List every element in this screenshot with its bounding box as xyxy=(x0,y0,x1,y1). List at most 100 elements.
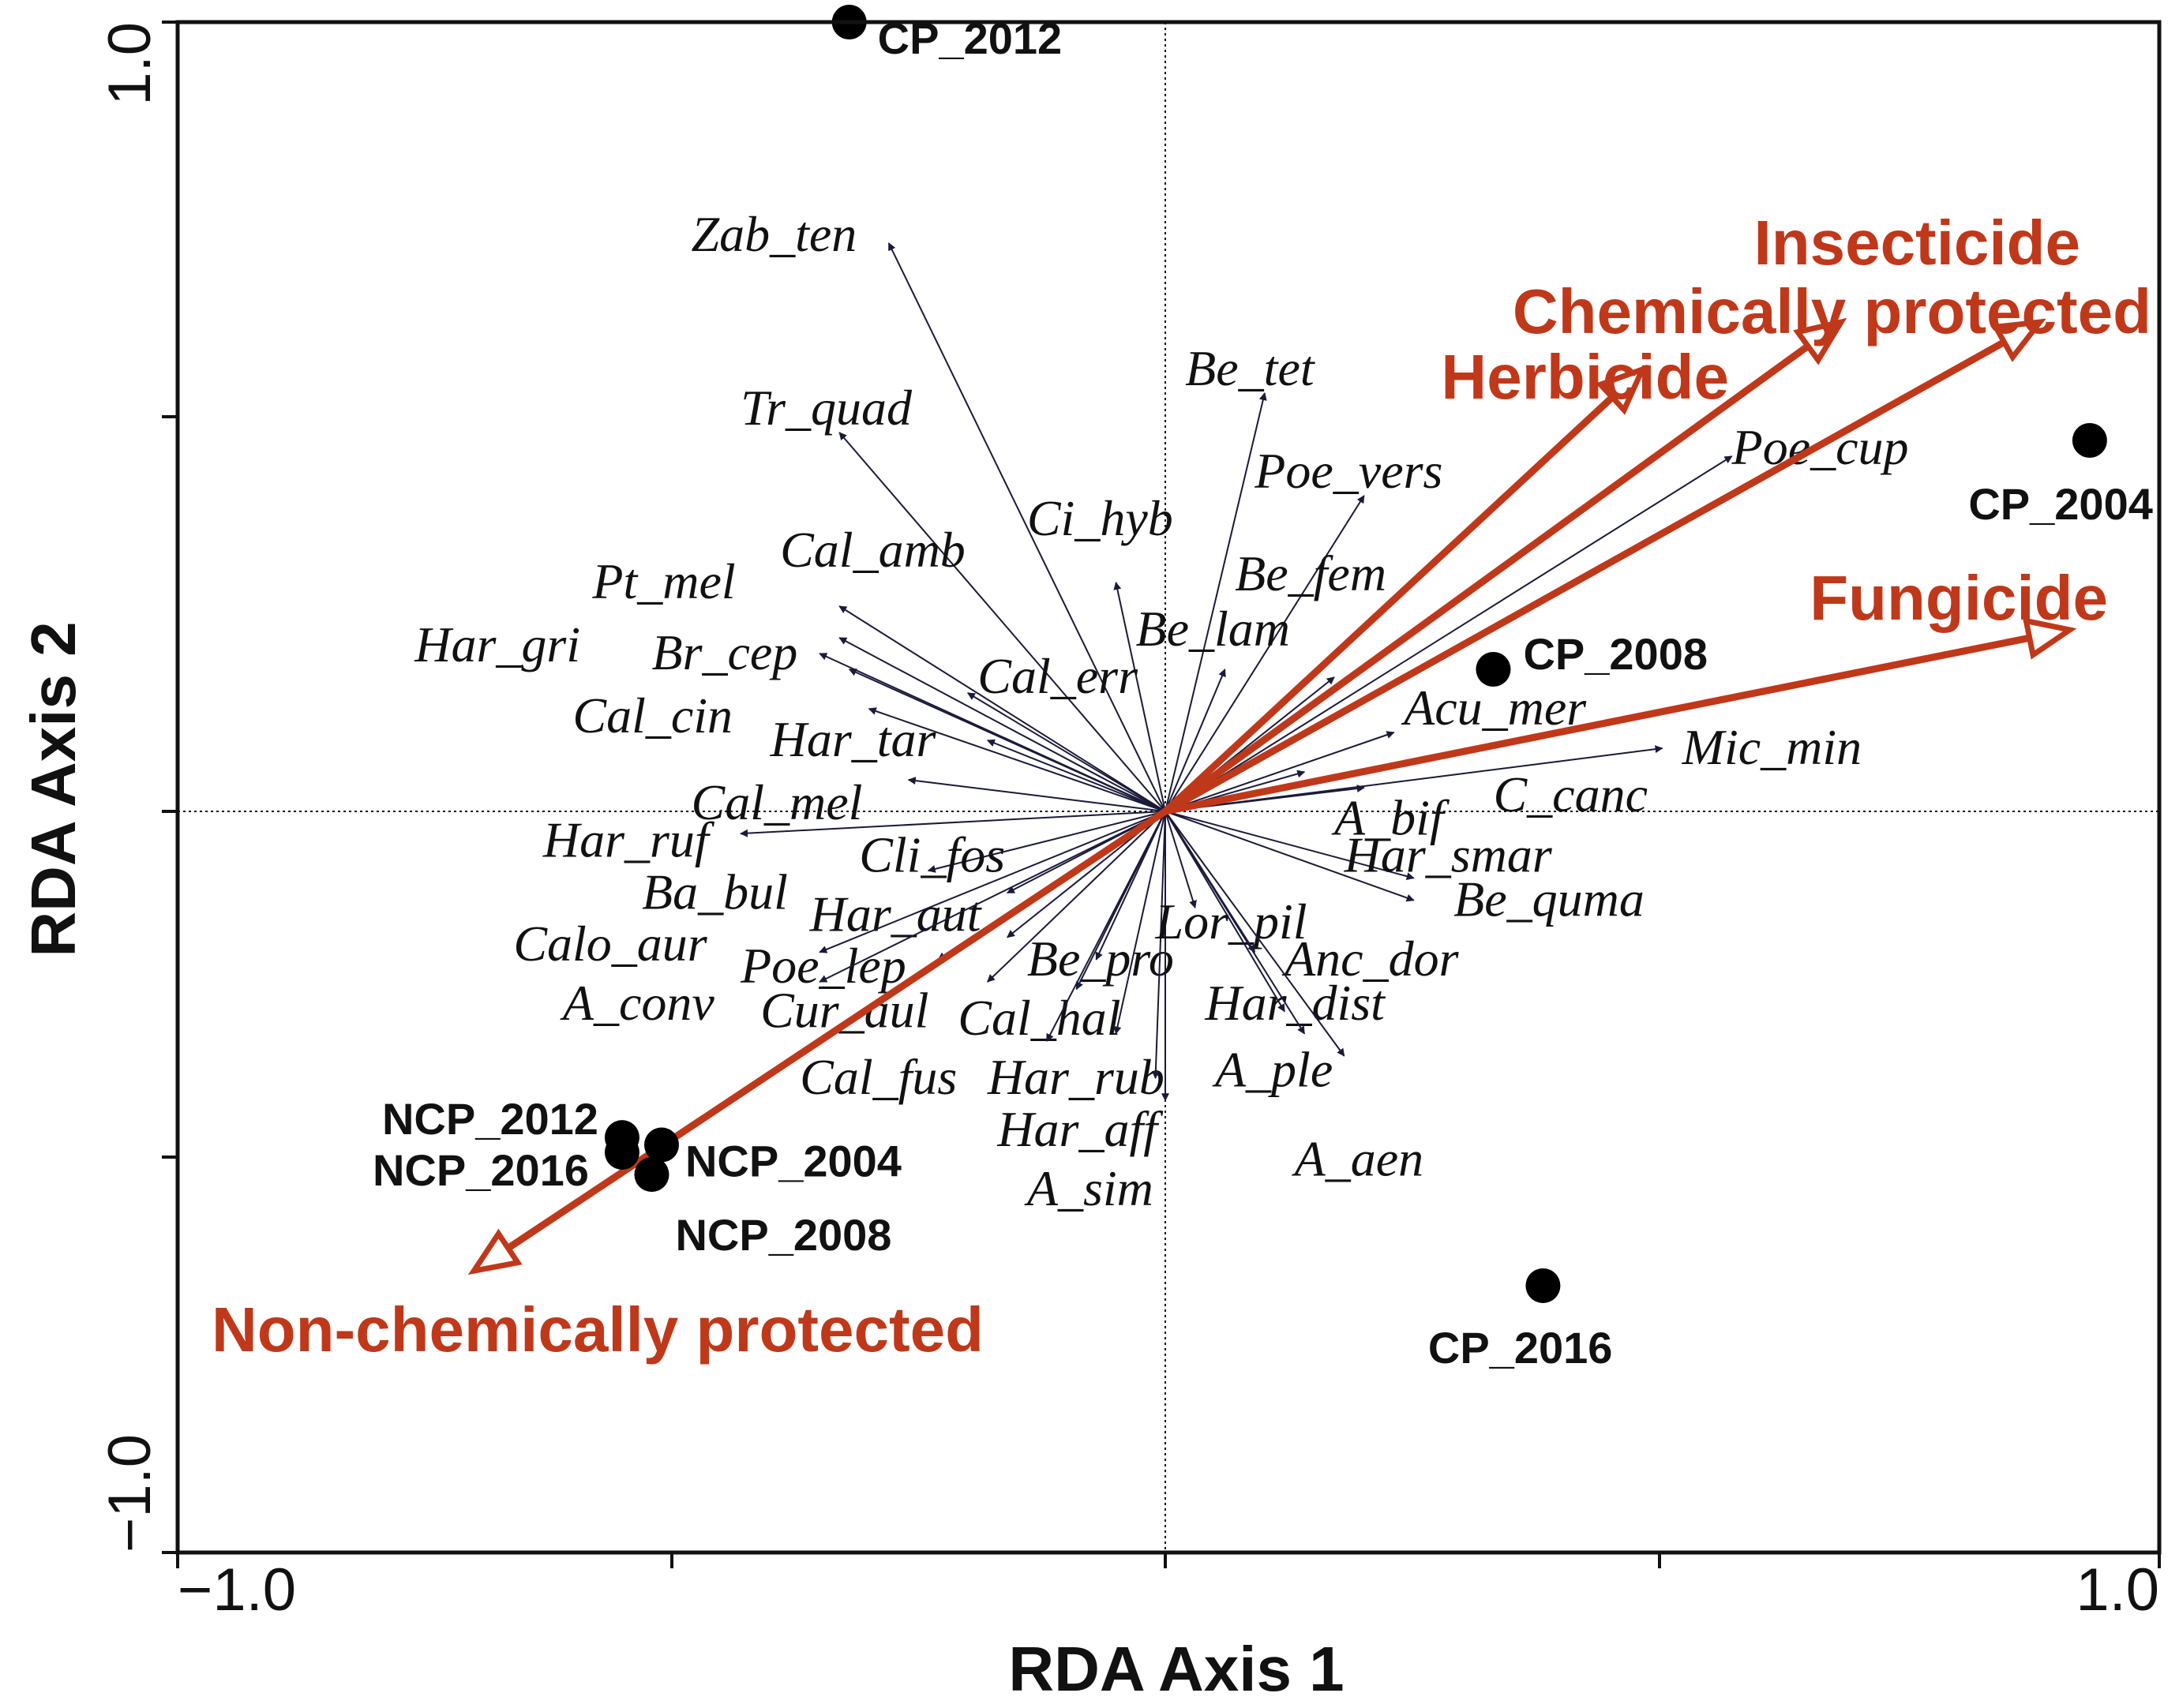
axis-ticks xyxy=(162,21,2161,1568)
env-label-fungicide: Fungicide xyxy=(1810,563,2108,633)
species-vector-har-dist xyxy=(1165,811,1285,1013)
y-tick-label-max: 1.0 xyxy=(96,22,163,106)
sample-point-cp-2008 xyxy=(1476,652,1511,687)
species-vector-cal-cin xyxy=(868,707,1166,812)
species-vector-zab-ten xyxy=(887,242,1166,812)
sample-label-ncp-2004: NCP_2004 xyxy=(685,1137,902,1186)
species-vector-har-smar xyxy=(1165,811,1415,881)
species-vector-cur-aul xyxy=(987,811,1166,983)
species-label-a-ple: A_ple xyxy=(1212,1042,1333,1098)
species-label-ci-hyb: Ci_hyb xyxy=(1027,490,1173,546)
species-label-be-quma: Be_quma xyxy=(1453,871,1645,927)
species-vector-har-tar xyxy=(986,739,1166,812)
species-label-be-lam: Be_lam xyxy=(1135,601,1290,657)
sample-label-cp-2008: CP_2008 xyxy=(1523,629,1708,679)
species-label-ba-bul: Ba_bul xyxy=(642,863,788,920)
env-arrowhead-chemically-protected xyxy=(1793,317,1847,365)
sample-point-ncp-2008 xyxy=(634,1157,669,1193)
species-label-poe-vers: Poe_vers xyxy=(1254,443,1442,499)
species-vector-tr-quad xyxy=(838,432,1166,812)
species-label-cal-fus: Cal_fus xyxy=(800,1049,957,1105)
species-vector-cal-err xyxy=(966,692,1166,812)
species-vector-poe-vers xyxy=(1165,495,1365,812)
species-label-c-canc: C_canc xyxy=(1493,766,1648,822)
env-arrowhead-non-chemically-protected xyxy=(467,1228,523,1275)
species-label-a-aen: A_aen xyxy=(1292,1130,1424,1186)
species-label-tr-quad: Tr_quad xyxy=(741,380,913,436)
env-label-non-chemically-protected: Non-chemically protected xyxy=(212,1294,984,1365)
env-vector-herbicide xyxy=(1161,393,1616,815)
env-vector-non-chemically-protected xyxy=(504,807,1169,1252)
sample-point-cp-2004 xyxy=(2072,423,2107,458)
species-label-anc-dor: Anc_dor xyxy=(1281,931,1460,987)
sample-label-ncp-2012: NCP_2012 xyxy=(382,1094,598,1144)
y-axis-title: RDA Axis 2 xyxy=(18,621,88,957)
x-axis-title: RDA Axis 1 xyxy=(1008,1634,1344,1704)
species-vector-be-lam xyxy=(1165,669,1226,812)
species-vector-be-tet xyxy=(1165,392,1267,812)
species-label-a-bif: A_bif xyxy=(1331,789,1450,845)
species-label-cal-cin: Cal_cin xyxy=(572,687,733,744)
species-label-acu-mer: Acu_mer xyxy=(1401,680,1587,736)
species-vector-a-ple xyxy=(1165,811,1345,1057)
species-label-be-pro: Be_pro xyxy=(1027,931,1174,987)
species-vector-cal-mel xyxy=(907,777,1166,812)
env-label-herbicide: Herbicide xyxy=(1441,342,1729,412)
species-label-mic-min: Mic_min xyxy=(1682,719,1862,775)
species-label-cal-amb: Cal_amb xyxy=(780,522,966,578)
species-label-br-cep: Br_cep xyxy=(651,624,797,680)
species-label-har-aff: Har_aff xyxy=(996,1101,1164,1157)
sample-label-ncp-2016: NCP_2016 xyxy=(373,1145,589,1195)
species-vector-har-aff xyxy=(1151,811,1166,1080)
species-vector-ci-hyb xyxy=(1113,582,1166,812)
species-vector-har-rub xyxy=(1113,811,1166,1035)
sample-point-ncp-2004 xyxy=(643,1127,679,1163)
species-vector-calo-aur xyxy=(819,811,1166,953)
species-label-a-sim: A_sim xyxy=(1024,1160,1153,1216)
species-label-har-dist: Har_dist xyxy=(1204,975,1386,1031)
species-label-poe-lep: Poe_lep xyxy=(740,938,906,994)
species-label-calo-aur: Calo_aur xyxy=(513,916,707,972)
sample-label-ncp-2008: NCP_2008 xyxy=(675,1210,891,1260)
species-label-har-tar: Har_tar xyxy=(770,711,937,767)
species-label-har-gri: Har_gri xyxy=(414,616,580,672)
species-label-cal-mel: Cal_mel xyxy=(692,774,863,830)
x-tick-label-max: 1.0 xyxy=(2076,1556,2159,1624)
sample-label-cp-2004: CP_2004 xyxy=(1968,479,2153,529)
species-label-pt-mel: Pt_mel xyxy=(591,553,735,609)
species-label-cal-err: Cal_err xyxy=(977,648,1138,704)
env-vector-fungicide xyxy=(1161,634,2034,815)
sample-point-ncp-2016 xyxy=(604,1134,639,1170)
env-arrowhead-herbicide xyxy=(1596,364,1648,415)
y-tick-label-min: −1.0 xyxy=(96,1434,163,1553)
species-label-har-rub: Har_rub xyxy=(987,1049,1165,1105)
species-vector-cli-fos xyxy=(927,811,1166,873)
species-label-har-smar: Har_smar xyxy=(1344,826,1553,882)
species-label-cur-aul: Cur_aul xyxy=(760,983,928,1039)
species-vector-cal-fus xyxy=(1045,811,1166,1042)
env-label-insecticide: Insecticide xyxy=(1753,208,2080,278)
env-label-chemically-protected: Chemically protected xyxy=(1513,276,2151,346)
species-label-zab-ten: Zab_ten xyxy=(692,206,857,262)
species-label-har-ruf: Har_ruf xyxy=(542,812,715,868)
species-vector-be-quma xyxy=(1165,811,1415,902)
species-label-cli-fos: Cli_fos xyxy=(859,826,1005,882)
env-arrowhead-fungicide xyxy=(2022,617,2077,660)
species-label-a-conv: A_conv xyxy=(560,975,715,1031)
sample-point-cp-2016 xyxy=(1525,1268,1561,1303)
x-tick-label-min: −1.0 xyxy=(178,1556,296,1624)
species-vector-cal-amb xyxy=(838,605,1166,812)
env-arrowhead-insecticide xyxy=(1991,318,2046,362)
species-vector-acu-mer xyxy=(1165,731,1395,812)
env-vector-chemically-protected xyxy=(1161,343,1812,815)
species-label-be-fem: Be_fem xyxy=(1235,545,1386,601)
species-label-har-aut: Har_aut xyxy=(809,886,983,942)
species-vector-har-ruf xyxy=(740,811,1166,837)
env-vector-insecticide xyxy=(1161,338,2008,815)
species-vector-a-conv xyxy=(819,811,1166,983)
species-label-be-tet: Be_tet xyxy=(1185,340,1316,396)
species-vector-lor-pil xyxy=(1165,811,1197,909)
species-vector-a-aen xyxy=(1165,811,1306,1035)
species-vector-poe-cup xyxy=(1165,455,1733,812)
